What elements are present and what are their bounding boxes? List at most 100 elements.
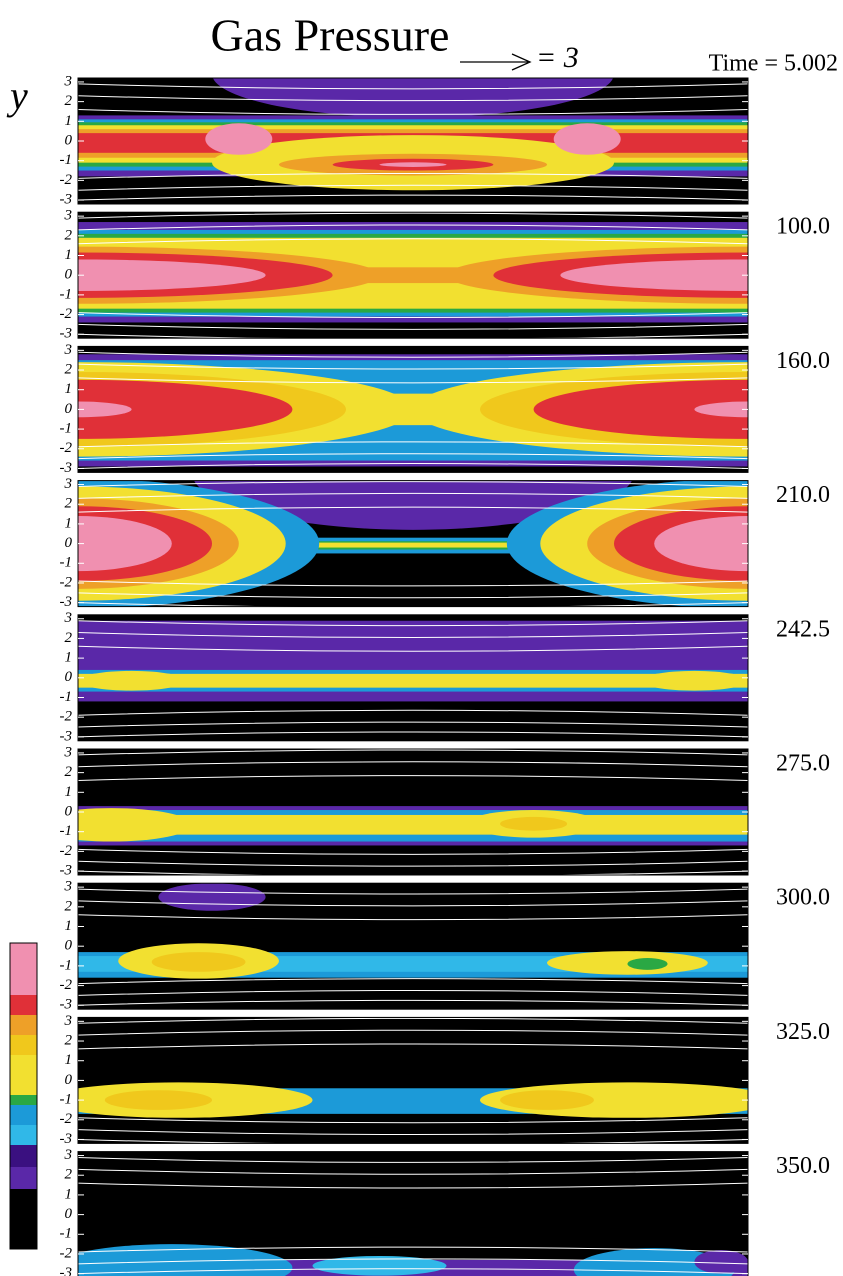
field-line [78, 1029, 748, 1036]
panel-image [78, 346, 748, 473]
field-line [78, 775, 748, 781]
contour-region [78, 259, 266, 291]
contour-region [560, 259, 748, 291]
time-label: 210.0 [776, 482, 830, 508]
panel: 3 2 1 0 -1 -2 -3 160.0 [60, 342, 831, 476]
field-line [78, 749, 748, 756]
field-line [78, 999, 748, 1006]
y-tick-label: 3 [64, 476, 73, 492]
y-tick-label: -2 [60, 172, 73, 188]
contour-region [205, 123, 273, 155]
y-tick-label: -3 [60, 728, 73, 744]
panel-image [78, 1151, 748, 1276]
contour-region [533, 379, 748, 439]
field-line [78, 224, 748, 231]
y-tick-label: -2 [60, 843, 73, 859]
contour-region [78, 379, 293, 439]
contour-region [640, 670, 748, 691]
field-line [78, 900, 748, 907]
y-tick-label: 0 [65, 401, 73, 417]
field-line [78, 848, 748, 855]
contour-band [346, 267, 480, 284]
field-line [78, 620, 748, 627]
y-tick-label: 1 [65, 918, 73, 934]
y-tick-label: -3 [60, 460, 73, 476]
panel: 3 2 1 0 -1 -2 -3 Time = 5.002 [60, 51, 839, 208]
time-label: 100.0 [776, 214, 830, 240]
field-line [78, 1157, 748, 1163]
y-tick-label: 2 [65, 93, 73, 109]
vector-scale-arrowhead [511, 53, 532, 71]
panel-image [78, 1017, 748, 1144]
y-tick-label: -1 [60, 286, 73, 302]
panel: 3 2 1 0 -1 -2 -3 275.0 [60, 744, 831, 878]
y-tick-label: 1 [65, 381, 73, 397]
contour-region [78, 401, 132, 418]
panel: 3 2 1 0 -1 -2 -3 210.0 [60, 476, 831, 610]
field-line [78, 453, 748, 460]
colorbar-segment [10, 1167, 37, 1189]
y-tick-label: -3 [60, 192, 73, 208]
y-tick-label: 3 [64, 342, 73, 358]
y-tick-label: 1 [65, 515, 73, 531]
y-tick-label: 2 [65, 496, 73, 512]
y-tick-label: -1 [60, 555, 73, 571]
y-tick-label: 3 [64, 610, 73, 626]
y-tick-label: -1 [60, 421, 73, 437]
contour-region [694, 1250, 748, 1274]
y-axis-label: y [6, 73, 28, 118]
contour-region [573, 1248, 735, 1276]
field-line [78, 492, 748, 499]
field-line [78, 1268, 748, 1275]
contour-region [151, 952, 246, 972]
field-line [78, 580, 748, 587]
y-tick-label: 1 [65, 650, 73, 666]
field-line [78, 172, 748, 179]
y-tick-label: -3 [60, 1131, 73, 1147]
colorbar-segment [10, 1105, 37, 1125]
field-line [78, 333, 748, 339]
time-label: 242.5 [776, 616, 830, 642]
colorbar-segment [10, 1145, 37, 1167]
field-line [78, 731, 748, 738]
colorbar-segment [10, 1125, 37, 1145]
y-tick-label: -2 [60, 306, 73, 322]
y-tick-label: 0 [65, 803, 73, 819]
contour-region [212, 78, 614, 118]
field-line [78, 463, 748, 469]
y-tick-label: 2 [65, 361, 73, 377]
field-line [78, 1017, 748, 1024]
y-tick-label: 3 [64, 208, 73, 224]
colorbar-segment [10, 995, 37, 1015]
contour-region [158, 883, 266, 911]
y-tick-label: 1 [65, 784, 73, 800]
field-line [78, 761, 748, 768]
contour-region [547, 951, 708, 975]
y-tick-label: 0 [65, 938, 73, 954]
panel-image [78, 78, 748, 204]
field-line [78, 989, 748, 996]
contour-band [78, 542, 748, 548]
vector-scale-label: = 3 [536, 41, 579, 74]
field-line [78, 1182, 748, 1189]
colorbar-segment [10, 1189, 37, 1219]
y-tick-label: -2 [60, 1245, 73, 1261]
contour-region [627, 958, 668, 970]
field-line [78, 592, 748, 599]
y-tick-label: 0 [65, 1072, 73, 1088]
field-line [78, 602, 748, 607]
colorbar-segment [10, 1095, 37, 1105]
y-tick-label: -1 [60, 1092, 73, 1108]
title: Gas Pressure [211, 10, 450, 61]
field-line [78, 709, 748, 716]
y-tick-label: 1 [65, 1186, 73, 1202]
panel-image [78, 883, 748, 1010]
y-tick-label: 0 [65, 669, 73, 685]
contour-band [78, 673, 748, 688]
y-tick-label: -3 [60, 997, 73, 1013]
field-line [78, 363, 748, 370]
field-line [78, 978, 748, 985]
colorbar [9, 942, 38, 1250]
panel-image [78, 614, 748, 741]
